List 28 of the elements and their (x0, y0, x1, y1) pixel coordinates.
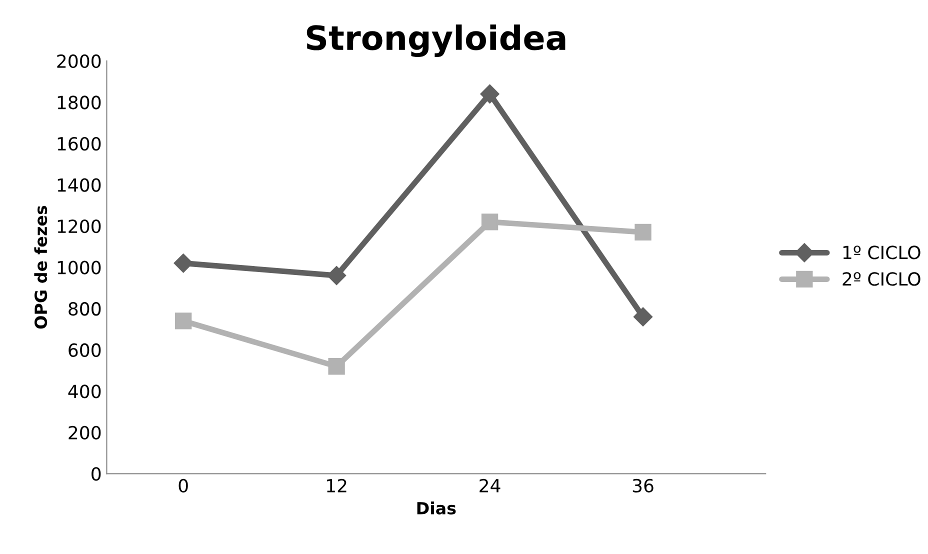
chart-title: Strongyloidea (306, 24, 566, 58)
y-tick-label: 2000 (57, 54, 101, 68)
legend-label: 2º CICLO (842, 272, 920, 286)
y-tick-label: 600 (68, 343, 101, 357)
point (480, 84, 500, 104)
x-axis-title: Dias (417, 502, 456, 514)
y-tick-label: 1400 (58, 178, 101, 192)
y-axis-title: OPG de fezes (34, 206, 48, 329)
y-tick-label: 200 (68, 426, 101, 440)
x-tick-label: 12 (327, 478, 346, 492)
y-tick-label: 400 (68, 384, 101, 398)
x-tick-label: 36 (632, 478, 654, 493)
legend-label: 1º CICLO (843, 246, 920, 260)
point (481, 214, 498, 230)
point (174, 254, 193, 273)
x-tick-label: 0 (178, 478, 188, 493)
point (175, 312, 192, 330)
point (634, 224, 652, 241)
y-tick-label: 1200 (58, 219, 101, 234)
point (633, 307, 653, 326)
y-tick-label: 1600 (58, 136, 101, 151)
y-tick-label: 1800 (58, 96, 101, 110)
y-tick-label: 1000 (58, 260, 101, 274)
point (328, 358, 345, 375)
y-tick-label: 800 (68, 302, 101, 316)
x-tick-label: 24 (480, 478, 500, 492)
y-tick-label: 0 (92, 467, 101, 481)
point (327, 266, 346, 286)
